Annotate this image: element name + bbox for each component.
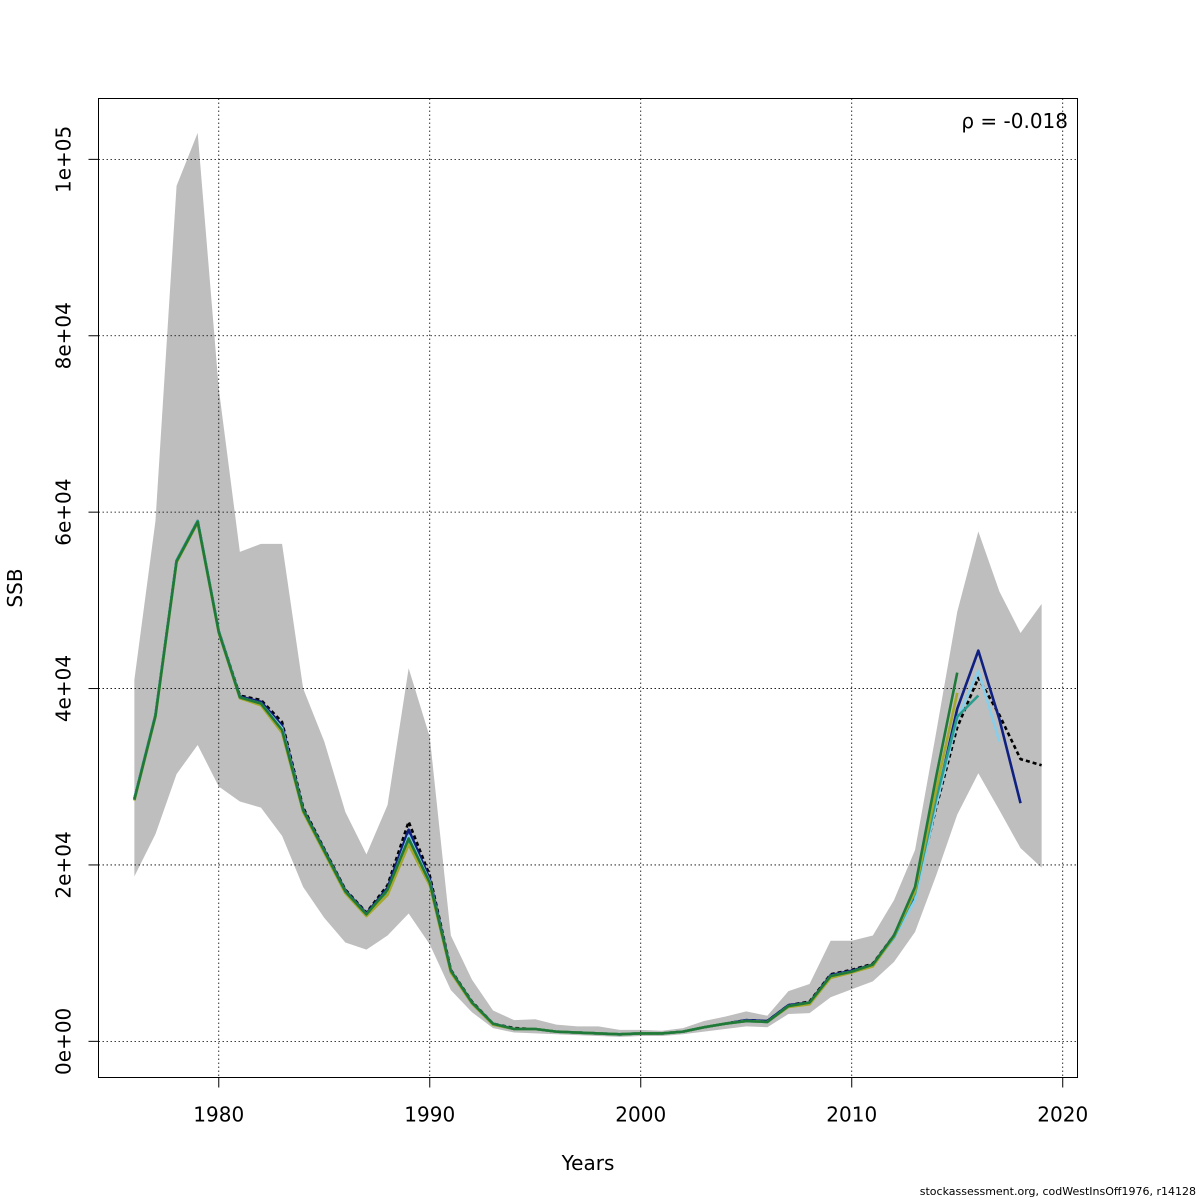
confidence-band xyxy=(134,132,1042,1037)
axis-layer: 1980 1990 2000 2010 2020 0e+00 2e+04 4e+04 6e+04… xyxy=(52,126,1089,1127)
series-line-6 xyxy=(133,520,959,1036)
x-tick-label: 2010 xyxy=(826,1103,877,1127)
rho-annotation: ρ = -0.018 xyxy=(961,109,1068,133)
x-tick-label: 1980 xyxy=(193,1103,244,1127)
y-tick-label: 8e+04 xyxy=(52,302,76,369)
y-tick-label: 1e+05 xyxy=(52,126,76,193)
series-layer xyxy=(133,519,1042,1036)
y-tick-label: 0e+00 xyxy=(52,1008,76,1075)
x-tick-label: 1990 xyxy=(404,1103,455,1127)
y-tick-label: 2e+04 xyxy=(52,831,76,898)
x-tick-label: 2000 xyxy=(615,1103,666,1127)
footer-credit: stockassessment.org, codWestInsOff1976, … xyxy=(919,1185,1196,1198)
grid-layer xyxy=(98,98,1078,1078)
x-tick-label: 2020 xyxy=(1037,1103,1088,1127)
y-axis-title: SSB xyxy=(3,568,27,607)
y-tick-label: 6e+04 xyxy=(52,479,76,546)
y-tick-label: 4e+04 xyxy=(52,655,76,722)
x-axis-title: Years xyxy=(561,1151,615,1175)
confidence-band-layer xyxy=(134,132,1042,1037)
